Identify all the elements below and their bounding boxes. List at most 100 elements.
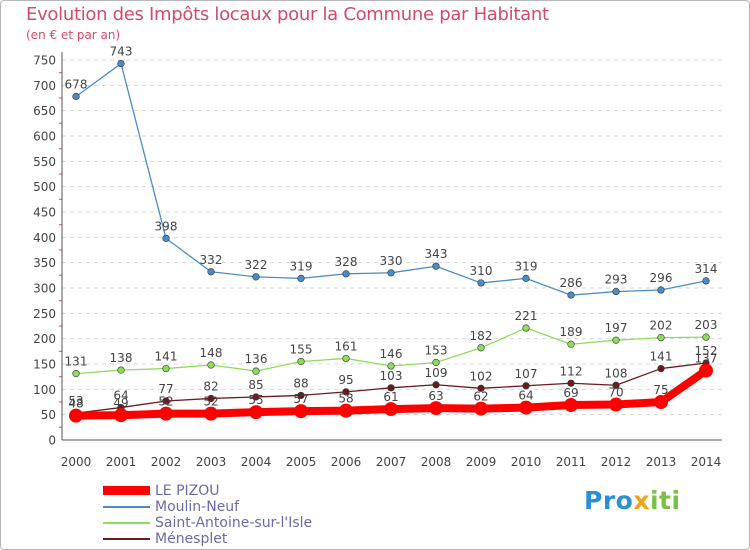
- data-label-saint-antoine-sur-l-isle: 203: [695, 318, 718, 332]
- data-label-menesplet: 107: [515, 367, 538, 381]
- y-tick-label: 350: [33, 256, 56, 270]
- data-point-menesplet: [342, 388, 350, 396]
- data-point-le-pizou: [654, 395, 668, 409]
- data-label-moulin-neuf: 330: [380, 254, 403, 268]
- data-point-menesplet: [477, 384, 485, 392]
- data-label-le-pizou: 61: [383, 390, 398, 404]
- x-tick-label: 2014: [691, 455, 722, 469]
- data-point-moulin-neuf: [207, 268, 215, 276]
- data-label-le-pizou: 70: [608, 386, 623, 400]
- y-tick-label: 100: [33, 383, 56, 397]
- data-point-saint-antoine-sur-l-isle: [702, 333, 710, 341]
- data-point-le-pizou: [474, 401, 488, 416]
- y-tick-label: 0: [48, 434, 56, 448]
- data-point-moulin-neuf: [297, 274, 305, 282]
- data-label-le-pizou: 52: [158, 395, 173, 409]
- data-label-saint-antoine-sur-l-isle: 138: [110, 351, 133, 365]
- chart-title: Evolution des Impôts locaux pour la Comm…: [26, 4, 549, 25]
- data-point-moulin-neuf: [117, 59, 125, 68]
- x-tick-label: 2001: [106, 455, 137, 469]
- data-label-menesplet: 82: [203, 379, 218, 393]
- data-label-le-pizou: 52: [203, 395, 218, 409]
- data-point-menesplet: [432, 381, 440, 389]
- data-label-saint-antoine-sur-l-isle: 131: [65, 355, 88, 369]
- data-point-saint-antoine-sur-l-isle: [297, 357, 305, 366]
- data-point-moulin-neuf: [522, 274, 530, 282]
- data-point-le-pizou: [204, 406, 218, 421]
- data-label-menesplet: 102: [470, 369, 493, 383]
- y-tick-label: 400: [33, 231, 56, 245]
- data-label-saint-antoine-sur-l-isle: 155: [290, 342, 313, 356]
- data-label-menesplet: 141: [650, 350, 673, 364]
- data-point-menesplet: [297, 391, 305, 400]
- data-point-moulin-neuf: [612, 287, 620, 296]
- data-point-moulin-neuf: [702, 277, 710, 285]
- data-label-le-pizou: 49: [113, 396, 128, 410]
- data-point-saint-antoine-sur-l-isle: [162, 364, 170, 373]
- data-label-le-pizou: 69: [563, 386, 578, 400]
- x-tick-label: 2010: [511, 455, 542, 469]
- x-tick-label: 2002: [151, 455, 182, 469]
- legend-label-menesplet: Ménesplet: [155, 531, 228, 547]
- data-point-le-pizou: [159, 406, 173, 421]
- data-point-le-pizou: [294, 404, 308, 419]
- data-point-saint-antoine-sur-l-isle: [72, 370, 80, 378]
- legend-swatch-moulin-neuf: [103, 506, 150, 508]
- data-label-moulin-neuf: 310: [470, 264, 493, 278]
- data-label-saint-antoine-sur-l-isle: 221: [515, 309, 538, 323]
- x-tick-label: 2006: [331, 455, 362, 469]
- data-point-menesplet: [387, 384, 395, 392]
- data-label-saint-antoine-sur-l-isle: 153: [425, 343, 448, 357]
- data-point-saint-antoine-sur-l-isle: [522, 324, 530, 332]
- data-point-saint-antoine-sur-l-isle: [612, 336, 620, 344]
- data-label-menesplet: 53: [68, 394, 83, 408]
- data-label-moulin-neuf: 314: [695, 262, 718, 276]
- legend-label-moulin-neuf: Moulin-Neuf: [155, 499, 240, 515]
- data-point-saint-antoine-sur-l-isle: [567, 340, 575, 348]
- data-label-menesplet: 108: [605, 366, 628, 380]
- y-tick-label: 150: [33, 358, 56, 372]
- y-tick-label: 650: [33, 104, 56, 118]
- data-label-menesplet: 152: [695, 344, 718, 358]
- data-point-moulin-neuf: [567, 291, 575, 299]
- data-point-le-pizou: [519, 400, 533, 415]
- data-label-moulin-neuf: 319: [515, 259, 538, 273]
- data-label-moulin-neuf: 296: [650, 271, 673, 285]
- data-label-saint-antoine-sur-l-isle: 161: [335, 339, 358, 353]
- data-label-moulin-neuf: 319: [290, 259, 313, 273]
- x-tick-label: 2009: [466, 455, 497, 469]
- data-label-menesplet: 109: [425, 366, 448, 380]
- data-point-menesplet: [657, 364, 665, 373]
- data-label-le-pizou: 63: [428, 389, 443, 403]
- data-label-menesplet: 77: [158, 382, 173, 396]
- data-label-saint-antoine-sur-l-isle: 148: [200, 346, 223, 360]
- data-label-saint-antoine-sur-l-isle: 197: [605, 321, 628, 335]
- legend-label-le-pizou: LE PIZOU: [155, 483, 220, 499]
- data-label-saint-antoine-sur-l-isle: 189: [560, 325, 583, 339]
- y-tick-label: 600: [33, 130, 56, 144]
- data-point-le-pizou: [69, 408, 83, 423]
- data-label-le-pizou: 55: [248, 393, 263, 407]
- chart-subtitle: (en € et par an): [26, 28, 121, 42]
- data-point-moulin-neuf: [477, 279, 485, 287]
- data-point-saint-antoine-sur-l-isle: [252, 367, 260, 375]
- data-label-moulin-neuf: 398: [155, 219, 178, 233]
- data-point-menesplet: [612, 381, 620, 389]
- logo-part-3: iti: [649, 486, 681, 515]
- data-label-le-pizou: 137: [695, 352, 718, 366]
- data-point-le-pizou: [699, 363, 713, 378]
- data-point-moulin-neuf: [162, 234, 170, 242]
- data-point-menesplet: [162, 397, 170, 405]
- data-point-le-pizou: [429, 401, 443, 416]
- data-point-saint-antoine-sur-l-isle: [477, 344, 485, 352]
- data-label-moulin-neuf: 343: [425, 247, 448, 261]
- data-label-moulin-neuf: 293: [605, 273, 628, 287]
- logo-part-2: x: [633, 486, 650, 515]
- data-label-menesplet: 64: [113, 389, 128, 403]
- legend-swatch-saint-antoine: [103, 522, 150, 524]
- x-tick-label: 2013: [646, 455, 677, 469]
- data-point-le-pizou: [249, 405, 263, 420]
- logo-part-1: Pro: [584, 486, 634, 515]
- data-point-le-pizou: [564, 398, 578, 413]
